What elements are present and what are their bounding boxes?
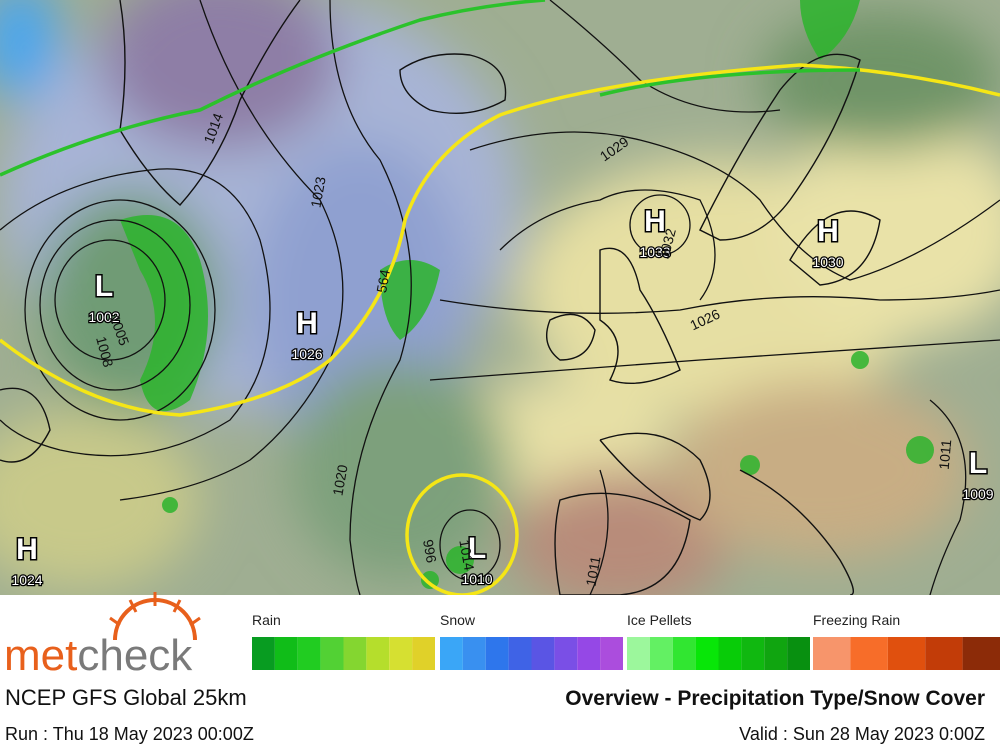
chart-title: Overview - Precipitation Type/Snow Cover (565, 687, 985, 710)
legend-swatch (718, 637, 742, 670)
brand-check: check (77, 631, 193, 680)
legend-swatch (813, 637, 851, 670)
pressure-symbol: L (969, 447, 987, 480)
isobar-label: 564 (373, 268, 393, 294)
legend-swatch (366, 637, 390, 670)
legend-swatch (577, 637, 601, 670)
logo-sun (109, 592, 201, 641)
legend-swatch (850, 637, 888, 670)
legend-swatch (764, 637, 788, 670)
legend-swatch (741, 637, 765, 670)
brand-met: met (4, 631, 77, 680)
legend-swatch (695, 637, 719, 670)
legend-label: Freezing Rain (813, 612, 900, 628)
legend-swatch (389, 637, 413, 670)
legend-swatch (554, 637, 578, 670)
freezing-line (0, 0, 546, 177)
legend-swatch (297, 637, 321, 670)
pressure-symbol: H (16, 533, 38, 566)
legend-swatch (925, 637, 963, 670)
legend-label: Rain (252, 612, 281, 628)
legend-swatch (627, 637, 650, 670)
pressure-value: 1024 (11, 572, 42, 588)
isobar-label: 1032 (655, 226, 679, 260)
pressure-symbol: H (296, 307, 318, 340)
thickness-contour (405, 473, 519, 595)
isobar-label: 1014 (456, 538, 477, 572)
pressure-symbol: H (817, 215, 839, 248)
legend-swatch (412, 637, 435, 670)
legend-swatch (485, 637, 509, 670)
legend-swatch (508, 637, 532, 670)
isobar-label: 1023 (307, 175, 328, 209)
pressure-value: 1033 (639, 244, 670, 260)
pressure-symbol: L (95, 270, 113, 303)
freezing-line (599, 68, 861, 97)
legend-swatch (962, 637, 1000, 670)
pressure-symbol: L (468, 532, 486, 565)
model: NCEP GFS Global 25km (5, 685, 247, 710)
valid-time: Valid : Sun 28 May 2023 0:00Z (739, 724, 985, 744)
isobar-label: 1008 (93, 335, 117, 369)
isobar-label: 996 (420, 538, 440, 564)
coastlines (0, 0, 881, 595)
legend-swatch (787, 637, 810, 670)
isobar-label: 1011 (936, 439, 955, 471)
brand: metcheck (4, 631, 193, 680)
thickness-line (0, 63, 1000, 417)
pressure-value: 1026 (291, 346, 322, 362)
legend-label: Snow (440, 612, 476, 628)
legend-label: Ice Pellets (627, 612, 692, 628)
pressure-value: 1030 (812, 254, 843, 270)
legend: Rain Snow Ice Pellets Freezing Rain (252, 612, 1000, 670)
isobar-label: 1011 (583, 555, 604, 588)
legend-swatch (440, 637, 463, 670)
pressure-value: 1009 (962, 486, 993, 502)
legend-swatch (252, 637, 275, 670)
pressure-value: 1002 (88, 309, 119, 325)
legend-swatch (531, 637, 555, 670)
isobar-label: 1020 (329, 463, 350, 497)
legend-swatch (887, 637, 926, 670)
legend-swatch (274, 637, 298, 670)
legend-swatch (462, 637, 486, 670)
legend-swatch (600, 637, 623, 670)
isobars (0, 0, 1000, 595)
legend-swatch (649, 637, 673, 670)
legend-swatch (343, 637, 367, 670)
pressure-value: 1010 (461, 571, 492, 587)
legend-swatch (320, 637, 344, 670)
run-time: Run : Thu 18 May 2023 00:00Z (5, 724, 254, 744)
legend-swatch (672, 637, 696, 670)
footer: metcheck Rain Snow Ice Pellets Freezing Rai… (4, 592, 1000, 744)
pressure-symbol: H (644, 205, 666, 238)
